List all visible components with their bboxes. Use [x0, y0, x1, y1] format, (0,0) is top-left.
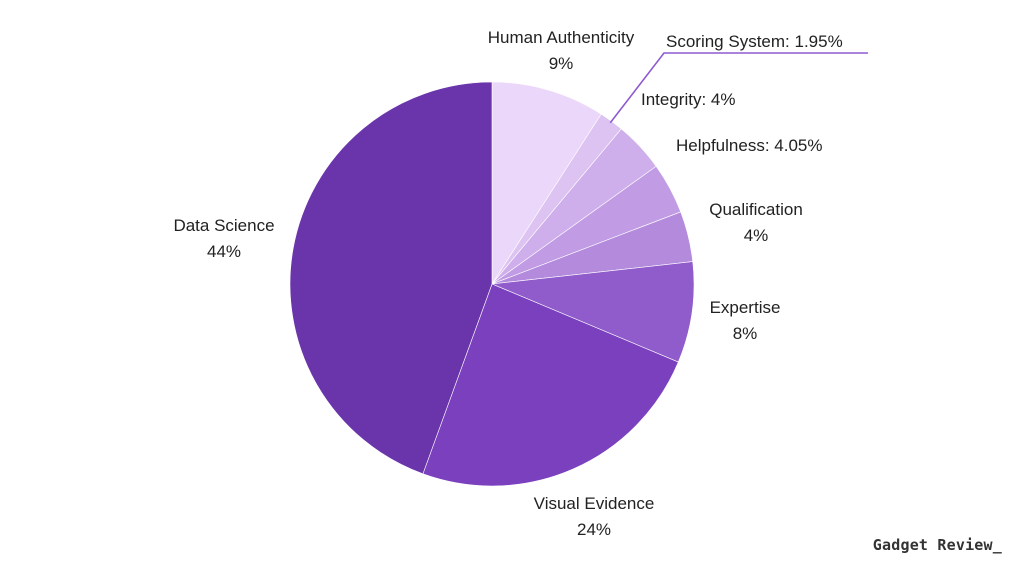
- pie-slices: [289, 81, 695, 487]
- slice-label-scoring-system: Scoring System: 1.95%: [666, 32, 843, 51]
- slice-label-qualification: Qualification: [709, 200, 803, 219]
- pie-slice-human-authenticity: [491, 81, 602, 286]
- slice-value-data-science: 44%: [207, 242, 241, 261]
- slice-value-visual-evidence: 24%: [577, 520, 611, 539]
- slice-label-integrity: Integrity: 4%: [641, 90, 736, 109]
- slice-label-human-authenticity: Human Authenticity: [488, 28, 635, 47]
- leader-lines: [609, 52, 868, 124]
- leader-line-scoring-system: [609, 52, 868, 124]
- slice-label-visual-evidence: Visual Evidence: [534, 494, 655, 513]
- pie-slice-visual-evidence: [422, 283, 679, 487]
- pie-slice-expertise: [490, 261, 695, 363]
- slice-label-data-science: Data Science: [173, 216, 274, 235]
- pie-slice-data-science: [289, 81, 493, 475]
- slice-value-human-authenticity: 9%: [549, 54, 574, 73]
- slice-value-qualification: 4%: [744, 226, 769, 245]
- slice-label-helpfulness: Helpfulness: 4.05%: [676, 136, 822, 155]
- slice-labels: Human Authenticity 9% Scoring System: 1.95…: [173, 28, 842, 539]
- slice-label-expertise: Expertise: [710, 298, 781, 317]
- slice-value-expertise: 8%: [733, 324, 758, 343]
- gadget-review-watermark: Gadget Review_: [872, 536, 1002, 554]
